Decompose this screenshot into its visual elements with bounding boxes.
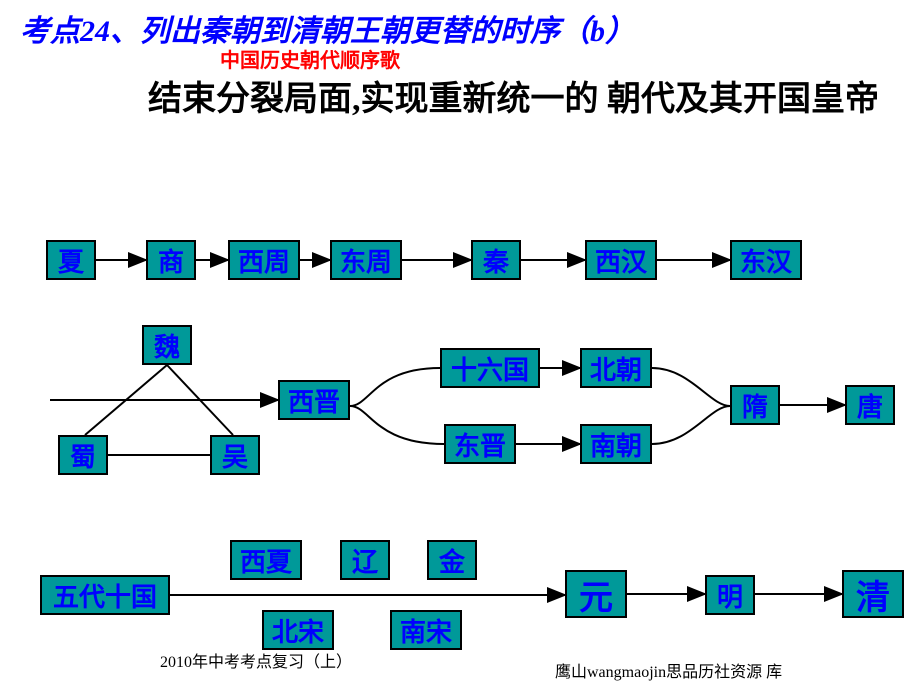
dynasty-node-ming: 明 xyxy=(705,575,755,615)
dynasty-node-dongzhou: 东周 xyxy=(330,240,402,280)
dynasty-node-beisong: 北宋 xyxy=(262,610,334,650)
dynasty-node-xizhou: 西周 xyxy=(228,240,300,280)
dynasty-node-xixia: 西夏 xyxy=(230,540,302,580)
dynasty-node-wudai: 五代十国 xyxy=(40,575,170,615)
dynasty-node-qin: 秦 xyxy=(471,240,521,280)
dynasty-node-yuan: 元 xyxy=(565,570,627,618)
dynasty-node-donghan: 东汉 xyxy=(730,240,802,280)
dynasty-node-liao: 辽 xyxy=(340,540,390,580)
dynasty-node-shu: 蜀 xyxy=(58,435,108,475)
dynasty-node-sui: 隋 xyxy=(730,385,780,425)
dynasty-node-qing: 清 xyxy=(842,570,904,618)
dynasty-node-wei: 魏 xyxy=(142,325,192,365)
footer-right: 鹰山wangmaojin思品历社资源 库 xyxy=(555,663,782,682)
dynasty-node-dongjin: 东晋 xyxy=(444,424,516,464)
dynasty-node-jin: 金 xyxy=(427,540,477,580)
dynasty-diagram: 夏 商西周东周 秦 西汉 东汉魏蜀 吴西晋 十六国东晋 北朝南朝 隋 唐五代十国 西夏辽金北宋 南宋 元… xyxy=(0,0,920,690)
dynasty-node-nanchao: 南朝 xyxy=(580,424,652,464)
dynasty-node-xia: 夏 xyxy=(46,240,96,280)
dynasty-node-nansong: 南宋 xyxy=(390,610,462,650)
footer-left: 2010年中考考点复习（上） xyxy=(160,648,352,672)
dynasty-node-wu: 吴 xyxy=(210,435,260,475)
dynasty-node-tang: 唐 xyxy=(845,385,895,425)
dynasty-node-xihan: 西汉 xyxy=(585,240,657,280)
dynasty-node-shang: 商 xyxy=(146,240,196,280)
dynasty-node-beichao: 北朝 xyxy=(580,348,652,388)
dynasty-node-shiliuguo: 十六国 xyxy=(440,348,540,388)
dynasty-node-xijin: 西晋 xyxy=(278,380,350,420)
